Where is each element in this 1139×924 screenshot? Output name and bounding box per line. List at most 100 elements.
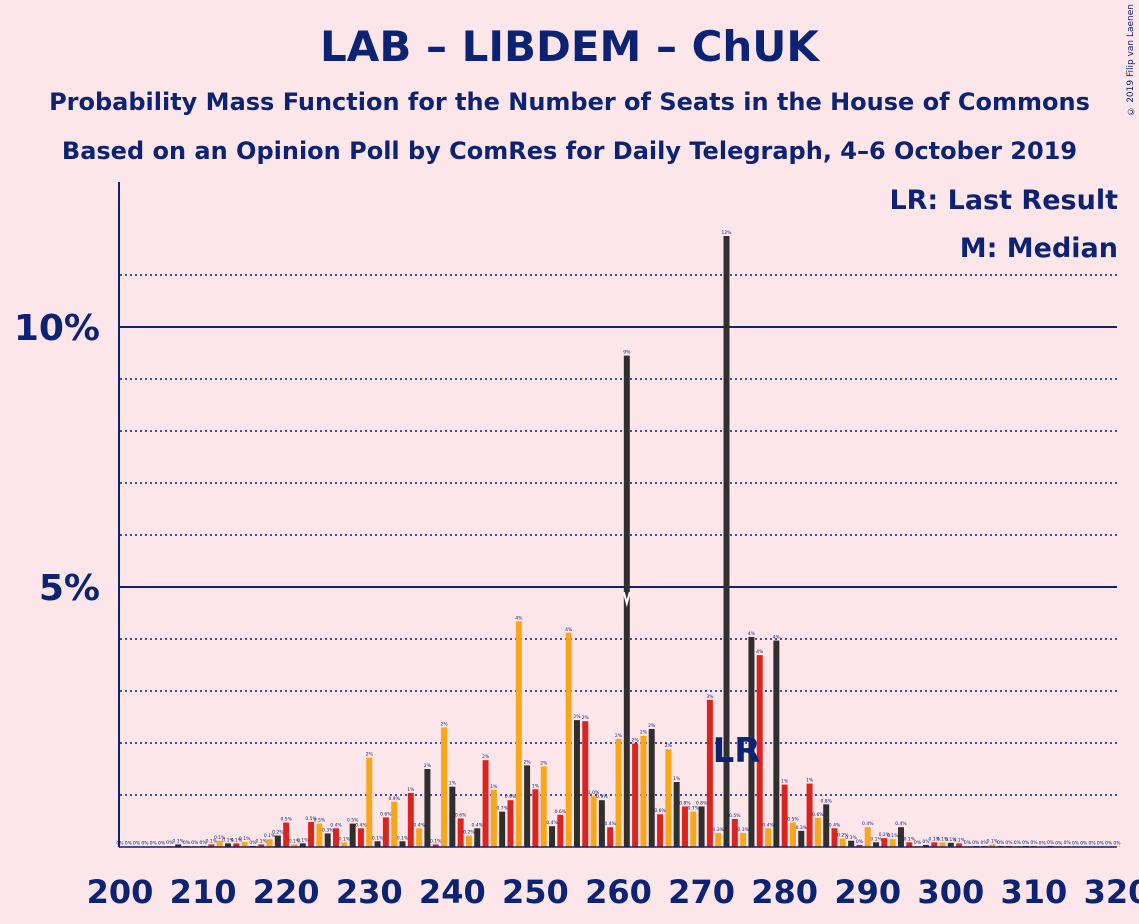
bar [856, 844, 863, 847]
bar [706, 699, 713, 847]
bar [557, 814, 564, 847]
bar-value-label: 0.1% [945, 837, 957, 843]
bar [681, 806, 688, 847]
bar [316, 823, 323, 847]
bar-value-label: 2% [665, 743, 673, 749]
bar-value-label: 0% [1064, 840, 1072, 846]
bar [573, 720, 580, 847]
bar [848, 840, 855, 847]
labels: 0% 0% 0% 0% 0% 0% 0% 0.1% 0% 0% 0% 0.1%0.1%0.1%0.1%… [116, 185, 1121, 846]
bar-value-label: 0.5% [314, 818, 326, 824]
bar-value-label: 1% [673, 776, 681, 782]
gridlines [120, 274, 1117, 796]
bar [416, 828, 423, 847]
bar-value-label: 4% [748, 631, 756, 637]
bar-value-label: 0.3% [796, 825, 808, 831]
bar [781, 784, 788, 847]
bar-value-label: 0.9% [596, 794, 608, 800]
bar-value-label: 0% [972, 840, 980, 846]
bar-value-label: 0% [1014, 840, 1022, 846]
bar [947, 842, 954, 847]
bar-value-label: 0.1% [297, 837, 309, 843]
bar [831, 828, 838, 847]
bar-value-label: 0.4% [546, 820, 558, 826]
bar [382, 817, 389, 847]
bar-value-label: 0.1% [397, 835, 409, 841]
bar-value-label: 2% [632, 738, 640, 744]
bar-value-label: 0.6% [654, 808, 666, 814]
bar-value-label: 4% [756, 649, 764, 655]
bar [482, 760, 489, 847]
bar [241, 841, 248, 847]
bar-value-label: 0.1% [239, 836, 251, 842]
last-result-label: LR [713, 731, 761, 771]
bar [258, 844, 265, 847]
bar-value-label: 4% [565, 627, 573, 633]
bar-value-label: 0.1% [845, 835, 857, 841]
bar [474, 828, 481, 847]
bar-value-label: 2% [540, 760, 548, 766]
bar [507, 800, 514, 847]
bar [324, 833, 331, 847]
bar-value-label: 0% [183, 840, 191, 846]
bar-value-label: 0.1% [372, 835, 384, 841]
bar [499, 811, 506, 847]
bar-value-label: 0.1% [870, 836, 882, 842]
bar [532, 789, 539, 847]
bar-value-label: 0.5% [729, 813, 741, 819]
bar [349, 823, 356, 847]
bar-value-label: 2% [582, 715, 590, 721]
bar [673, 782, 680, 847]
bar-value-label: 0% [1005, 840, 1013, 846]
legend-median: M: Median [960, 233, 1118, 264]
bar [756, 655, 763, 847]
bar [939, 842, 946, 847]
bar-value-label: 0.8% [820, 798, 832, 804]
bar [607, 827, 614, 847]
bar-value-label: 0.6% [555, 809, 567, 815]
bar-value-label: 0.6% [455, 812, 467, 818]
bar [216, 840, 223, 847]
bar-value-label: 0% [1039, 840, 1047, 846]
bar [773, 640, 780, 847]
bar-value-label: 1% [806, 778, 814, 784]
bar [490, 789, 497, 847]
bar-value-label: 0.1% [206, 838, 218, 844]
bar-value-label: 0% [980, 840, 988, 846]
bar-value-label: 1% [490, 784, 498, 790]
bar-value-label: 2% [440, 721, 448, 727]
bar [889, 839, 896, 847]
bar-value-label: 0% [964, 840, 972, 846]
bar-value-label: 0.2% [879, 832, 891, 838]
bar-value-label: 2% [524, 759, 532, 765]
x-tick-label: 210 [170, 873, 237, 911]
bar [823, 804, 830, 847]
bar [233, 843, 240, 847]
median-marker [622, 592, 631, 608]
bar-value-label: 0% [856, 839, 864, 845]
bar-value-label: 1% [781, 779, 789, 785]
bar-value-label: 0.7% [688, 806, 700, 812]
bar-value-label: 0.5% [347, 818, 359, 824]
bar [457, 818, 464, 847]
bar-value-label: 0.5% [280, 817, 292, 823]
bar [897, 827, 904, 847]
bar [789, 822, 796, 847]
bar [357, 828, 364, 847]
bar-value-label: 0.6% [812, 812, 824, 818]
bar [657, 814, 664, 847]
bar-value-label: 4% [773, 635, 781, 641]
x-tick-label: 290 [834, 873, 901, 911]
x-tick-label: 230 [336, 873, 403, 911]
bar [715, 832, 722, 847]
bar-value-label: 0.3% [737, 827, 749, 833]
bar-value-label: 0% [249, 840, 257, 846]
bar-value-label: 0.9% [505, 794, 517, 800]
bar-value-label: 1% [407, 787, 415, 793]
bar-value-label: 0% [125, 840, 133, 846]
bar-value-label: 0.2% [272, 830, 284, 836]
bar-value-label: 1% [449, 781, 457, 787]
bar [399, 841, 406, 847]
bar-value-label: 2% [648, 723, 656, 729]
